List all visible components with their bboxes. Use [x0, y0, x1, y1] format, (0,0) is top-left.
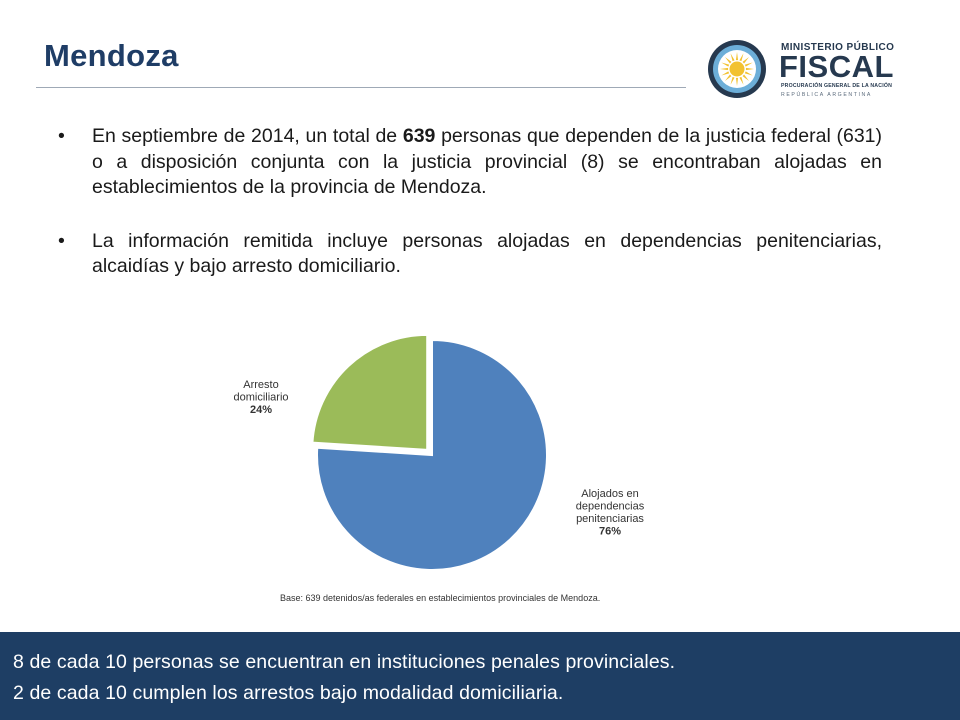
sun-ray	[742, 56, 750, 64]
pie-slice	[316, 338, 548, 571]
sun-ray	[720, 67, 729, 71]
chart-base-note: Base: 639 detenidos/as federales en esta…	[280, 593, 601, 603]
logo-text-ministerio: MINISTERIO PÚBLICO	[781, 42, 895, 53]
bullet-text: En septiembre de 2014, un total de	[92, 125, 403, 147]
sun-ray	[724, 74, 732, 82]
bullet-list: • En septiembre de 2014, un total de 639…	[58, 124, 882, 308]
logo-text-procuracion: PROCURACIÓN GENERAL DE LA NACIÓN	[781, 83, 893, 89]
sun-ray	[721, 71, 730, 76]
pie-slice	[311, 333, 429, 451]
pie-slice-label: Alojados en dependencias penitenciarias	[576, 488, 645, 525]
pie-chart: Alojados en dependencias penitenciarias76%…	[233, 333, 645, 571]
page-title: Mendoza	[44, 38, 179, 73]
title-divider	[36, 87, 686, 88]
summary-line-domiciliaria: 2 de cada 10 cumplen los arrestos bajo m…	[13, 682, 564, 704]
pie-slice-value: 24%	[250, 404, 272, 416]
sun-ray	[742, 74, 750, 82]
bullet-highlight-total: 639	[402, 125, 436, 147]
bullet-marker: •	[58, 229, 65, 252]
sun-ray	[735, 77, 739, 86]
sun-ray	[724, 56, 732, 64]
sun-ray	[721, 62, 730, 67]
sun-ray	[739, 53, 744, 62]
logo-text-fiscal: FISCAL	[779, 49, 894, 84]
sun-ray	[730, 76, 735, 85]
summary-banner: 8 de cada 10 personas se encuentran en i…	[0, 632, 960, 720]
sun-ray	[744, 71, 753, 76]
bullet-item-info: • La información remitida incluye person…	[58, 229, 882, 280]
pie-slice-value: 76%	[599, 526, 621, 538]
sun-ray	[739, 76, 744, 85]
sun-ray	[745, 67, 754, 71]
bullet-marker: •	[58, 125, 65, 147]
ministerio-publico-fiscal-logo: MINISTERIO PÚBLICO FISCAL PROCURACIÓN GE…	[706, 38, 896, 100]
logo-text-republica: REPÚBLICA ARGENTINA	[781, 92, 872, 98]
bullet-text: La información remitida incluye personas…	[92, 229, 882, 278]
summary-line-provincial: 8 de cada 10 personas se encuentran en i…	[13, 651, 676, 673]
sun-ray	[744, 62, 753, 67]
pie-slice-label: Arresto domiciliario	[233, 379, 288, 404]
bullet-item-total: • En septiembre de 2014, un total de 639…	[58, 124, 882, 201]
sun-ray	[735, 52, 739, 61]
sun-ray	[730, 53, 735, 62]
bullet-text: personas que dependen de la justicia fed…	[92, 125, 882, 198]
sun-emblem-icon	[708, 40, 766, 98]
